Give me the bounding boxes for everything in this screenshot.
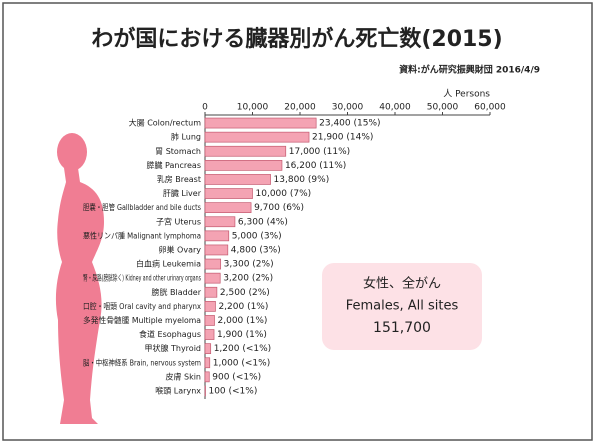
x-tick-label: 0 — [202, 103, 208, 113]
value-label: 1,200 (<1%) — [214, 344, 271, 354]
value-label: 21,900 (14%) — [312, 133, 373, 143]
x-tick-label: 30,000 — [332, 103, 364, 113]
bar — [205, 301, 215, 311]
value-label: 17,000 (11%) — [289, 147, 350, 157]
bar — [205, 146, 286, 156]
y-tick-label: 白血病 Leukemia — [136, 259, 201, 269]
y-tick-label: 膀胱 Bladder — [151, 287, 201, 297]
y-tick-label: 膵臓 Pancreas — [147, 160, 201, 170]
bar — [205, 315, 215, 325]
value-label: 6,300 (4%) — [238, 217, 288, 227]
value-label: 13,800 (9%) — [274, 175, 330, 185]
y-tick-label: 口腔・咽頭 Oral cavity and pharynx — [83, 301, 201, 311]
bar — [205, 287, 217, 297]
bar — [205, 217, 235, 227]
value-label: 2,200 (1%) — [218, 302, 268, 312]
value-label: 16,200 (11%) — [285, 161, 346, 171]
y-tick-label: 胃 Stomach — [155, 147, 201, 156]
source: 資料:がん研究振興財団 2016/4/9 — [399, 64, 540, 76]
x-tick-label: 20,000 — [284, 103, 316, 113]
x-axis-label: 人 Persons — [443, 89, 490, 100]
bar — [205, 174, 271, 184]
value-label: 100 (<1%) — [208, 386, 257, 396]
y-tick-label: 多発性骨髄腫 Multiple myeloma — [83, 315, 201, 325]
value-label: 9,700 (6%) — [254, 203, 304, 213]
y-tick-label: 胆嚢・胆管 Gallbladder and bile ducts — [83, 202, 201, 212]
value-label: 2,500 (2%) — [220, 288, 270, 298]
y-tick-label: 食道 Esophagus — [139, 329, 201, 339]
bar — [205, 330, 214, 340]
bar — [205, 231, 229, 241]
bar — [205, 160, 282, 170]
value-label: 900 (<1%) — [212, 372, 261, 382]
bar — [205, 259, 221, 269]
y-tick-label: 子宮 Uterus — [156, 216, 201, 226]
y-tick-label: 肺 Lung — [171, 133, 201, 142]
value-label: 3,300 (2%) — [224, 260, 274, 270]
value-label: 1,000 (<1%) — [213, 358, 270, 368]
bar — [205, 344, 211, 354]
bar — [205, 372, 209, 382]
bar — [205, 358, 210, 368]
value-label: 2,000 (1%) — [218, 316, 268, 326]
bar — [205, 118, 316, 128]
value-label: 5,000 (3%) — [232, 231, 282, 241]
x-tick-label: 50,000 — [427, 103, 459, 113]
x-tick-label: 10,000 — [237, 103, 269, 113]
y-tick-label: 大腸 Colon/rectum — [129, 118, 202, 128]
y-tick-label: 腎・尿路(膀胱除く) Kidney and other urinary orga… — [83, 273, 201, 283]
bar — [205, 273, 220, 283]
summary-line: Females, All sites — [346, 299, 459, 314]
x-tick-label: 40,000 — [379, 103, 411, 113]
y-tick-label: 悪性リンパ腫 Malignant lymphoma — [83, 230, 201, 240]
y-tick-label: 皮膚 Skin — [165, 371, 201, 381]
y-tick-label: 甲状腺 Thyroid — [144, 343, 201, 353]
value-label: 10,000 (7%) — [256, 189, 312, 199]
summary-total: 151,700 — [373, 320, 431, 336]
value-label: 4,800 (3%) — [231, 245, 281, 255]
value-label: 1,900 (1%) — [217, 330, 267, 340]
y-tick-label: 肝臓 Liver — [163, 188, 202, 198]
bar — [205, 132, 309, 142]
chart-title: わが国における臓器別がん死亡数(2015) — [91, 26, 502, 52]
y-tick-label: 脳・中枢神経系 Brain, nervous system — [83, 357, 201, 367]
summary-line: 女性、全がん — [363, 276, 441, 292]
bar — [205, 203, 251, 213]
y-tick-label: 喉頭 Larynx — [155, 385, 201, 395]
y-tick-label: 乳房 Breast — [157, 174, 201, 184]
x-tick-label: 60,000 — [474, 103, 506, 113]
value-label: 23,400 (15%) — [319, 119, 380, 129]
value-label: 3,200 (2%) — [223, 274, 273, 284]
bar — [205, 189, 253, 199]
bar — [205, 245, 228, 255]
y-tick-label: 卵巣 Ovary — [159, 244, 202, 254]
